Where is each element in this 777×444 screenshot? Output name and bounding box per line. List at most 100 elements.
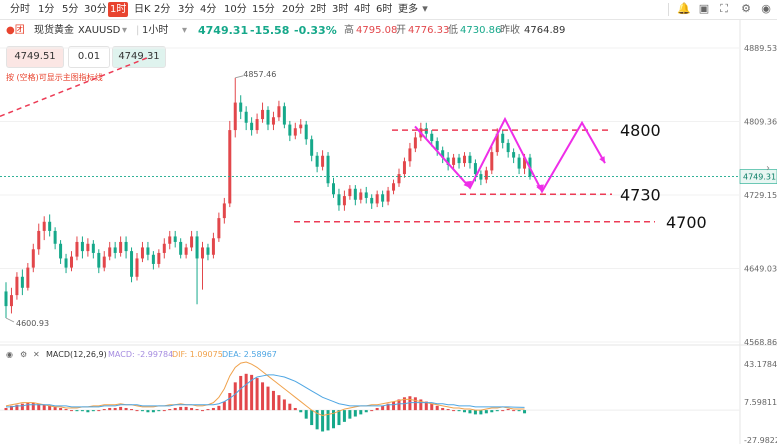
symbol-dropdown-icon[interactable]: ▾ xyxy=(122,25,128,36)
timeframe-tab-1[interactable]: 1分 xyxy=(38,4,55,15)
macd-bar xyxy=(517,410,521,412)
timeframe-tab-0[interactable]: 分时 xyxy=(10,4,30,15)
camera-icon[interactable]: ▣ xyxy=(698,2,710,15)
macd-bar xyxy=(211,407,215,411)
candle-body xyxy=(168,236,172,244)
instrument-icon: ●团 xyxy=(6,25,25,36)
candle-body xyxy=(501,133,505,143)
timeframe-tab-13[interactable]: 3时 xyxy=(332,4,349,15)
buy-price-button[interactable]: 4749.31 xyxy=(112,46,166,68)
candle-body xyxy=(184,247,188,255)
macd-bar xyxy=(495,410,499,412)
eye-icon[interactable]: ◉ xyxy=(761,2,771,15)
y-tick-label: 4649.03 xyxy=(744,264,777,273)
prev-close-value: 4764.89 xyxy=(524,25,566,36)
macd-bar xyxy=(441,407,445,411)
timeframe-tab-2[interactable]: 5分 xyxy=(62,4,79,15)
timeframe-tab-6[interactable]: 2分 xyxy=(154,4,171,15)
timeframe-toolbar: 分时 1分 5分 30分 1时 日K 2分 3分 4分 10分 15分 20分 2时 3时 4时 6时 更多 ▾ 🔔… xyxy=(0,0,777,20)
level-label-4800: 4800 xyxy=(620,121,661,140)
macd-title: MACD(12,26,9) xyxy=(46,350,107,359)
macd-bar xyxy=(266,386,270,411)
sell-price-button[interactable]: 4749.51 xyxy=(6,46,64,68)
macd-bar xyxy=(397,399,401,411)
candle-body xyxy=(80,241,84,252)
candle-body xyxy=(97,252,101,268)
macd-bar xyxy=(523,410,527,414)
candle-body xyxy=(517,157,521,169)
high-label: 高 xyxy=(344,25,354,36)
scroll-right-icon: › xyxy=(766,163,770,174)
lot-size-input[interactable]: 0.01 xyxy=(68,46,110,68)
macd-dif: DIF: 1.09075 xyxy=(172,350,223,359)
timeframe-tab-14[interactable]: 4时 xyxy=(354,4,371,15)
macd-bar xyxy=(124,407,128,411)
candle-body xyxy=(255,119,259,131)
macd-bar xyxy=(331,410,336,429)
macd-bar xyxy=(15,404,19,411)
projection-arrow-0 xyxy=(463,181,470,188)
macd-bar xyxy=(190,407,194,411)
candle-body xyxy=(261,109,265,120)
fullscreen-icon[interactable]: ⛶ xyxy=(720,2,728,15)
low-marker-line xyxy=(5,317,15,323)
macd-bar xyxy=(506,409,510,411)
settings-icon[interactable]: ⚙ xyxy=(741,2,751,15)
timeframe-tab-10[interactable]: 15分 xyxy=(252,4,275,15)
timeframe-tab-16[interactable]: 更多 xyxy=(398,4,418,15)
timeframe-tab-4[interactable]: 1时 xyxy=(108,2,129,17)
macd-bar xyxy=(359,410,363,415)
macd-bar xyxy=(430,403,434,411)
candle-body xyxy=(31,249,35,268)
macd-header: ◉ ⚙ ✕ MACD(12,26,9) MACD: -2.99784 DIF: … xyxy=(0,348,600,362)
candle-body xyxy=(419,128,423,138)
candle-body xyxy=(206,247,210,255)
candle-body xyxy=(113,247,117,253)
candle-body xyxy=(473,163,477,175)
macd-bar xyxy=(168,409,172,411)
candle-body xyxy=(135,258,139,277)
candle-body xyxy=(37,230,41,250)
alert-icon[interactable]: 🔔 xyxy=(677,2,691,15)
candle-body xyxy=(15,276,19,296)
candle-body xyxy=(315,155,319,167)
projection-arrow-2 xyxy=(599,156,605,164)
timeframe-tab-8[interactable]: 4分 xyxy=(200,4,217,15)
macd-bar xyxy=(250,374,254,411)
prev-close-label: 昨收 xyxy=(500,25,520,36)
close-icon[interactable]: ✕ xyxy=(33,350,40,359)
macd-bar xyxy=(370,410,374,412)
timeframe-tab-3[interactable]: 30分 xyxy=(84,4,107,15)
low-value: 4730.86 xyxy=(460,25,502,36)
instrument-info-bar: ●团 现货黄金 XAUUSD ▾ | 1小时 ▾ 4749.31 -15.58 … xyxy=(0,21,720,41)
candle-body xyxy=(75,241,79,257)
timeframe-tab-12[interactable]: 2时 xyxy=(310,4,327,15)
period-dropdown-icon[interactable]: ▾ xyxy=(182,25,188,36)
y-tick-label: 4729.15 xyxy=(744,191,777,200)
macd-bar xyxy=(173,407,177,411)
timeframe-tab-11[interactable]: 20分 xyxy=(282,4,305,15)
timeframe-tab-15[interactable]: 6时 xyxy=(376,4,393,15)
candle-body xyxy=(217,218,221,239)
macd-bar xyxy=(9,405,13,411)
projection-arrow-1 xyxy=(536,184,542,192)
settings-icon[interactable]: ⚙ xyxy=(20,350,28,359)
timeframe-tab-9[interactable]: 10分 xyxy=(224,4,247,15)
eye-icon[interactable]: ◉ xyxy=(6,350,13,359)
macd-bar xyxy=(135,410,139,412)
period-select[interactable]: 1小时 xyxy=(142,25,169,36)
macd-bar xyxy=(31,402,35,411)
y-tick-label: 4809.36 xyxy=(744,118,777,127)
macd-bar xyxy=(184,406,188,411)
level-label-4700: 4700 xyxy=(666,213,707,232)
candle-body xyxy=(282,106,286,125)
macd-bar xyxy=(386,403,390,411)
instrument-name[interactable]: 现货黄金 xyxy=(34,25,74,36)
more-dropdown-icon[interactable]: ▾ xyxy=(422,2,428,15)
timeframe-tab-5[interactable]: 日K xyxy=(134,4,151,15)
timeframe-tab-7[interactable]: 3分 xyxy=(178,4,195,15)
macd-bar xyxy=(113,407,117,411)
macd-bar xyxy=(402,397,406,411)
instrument-symbol[interactable]: XAUUSD xyxy=(78,25,121,36)
candle-body xyxy=(490,152,494,171)
